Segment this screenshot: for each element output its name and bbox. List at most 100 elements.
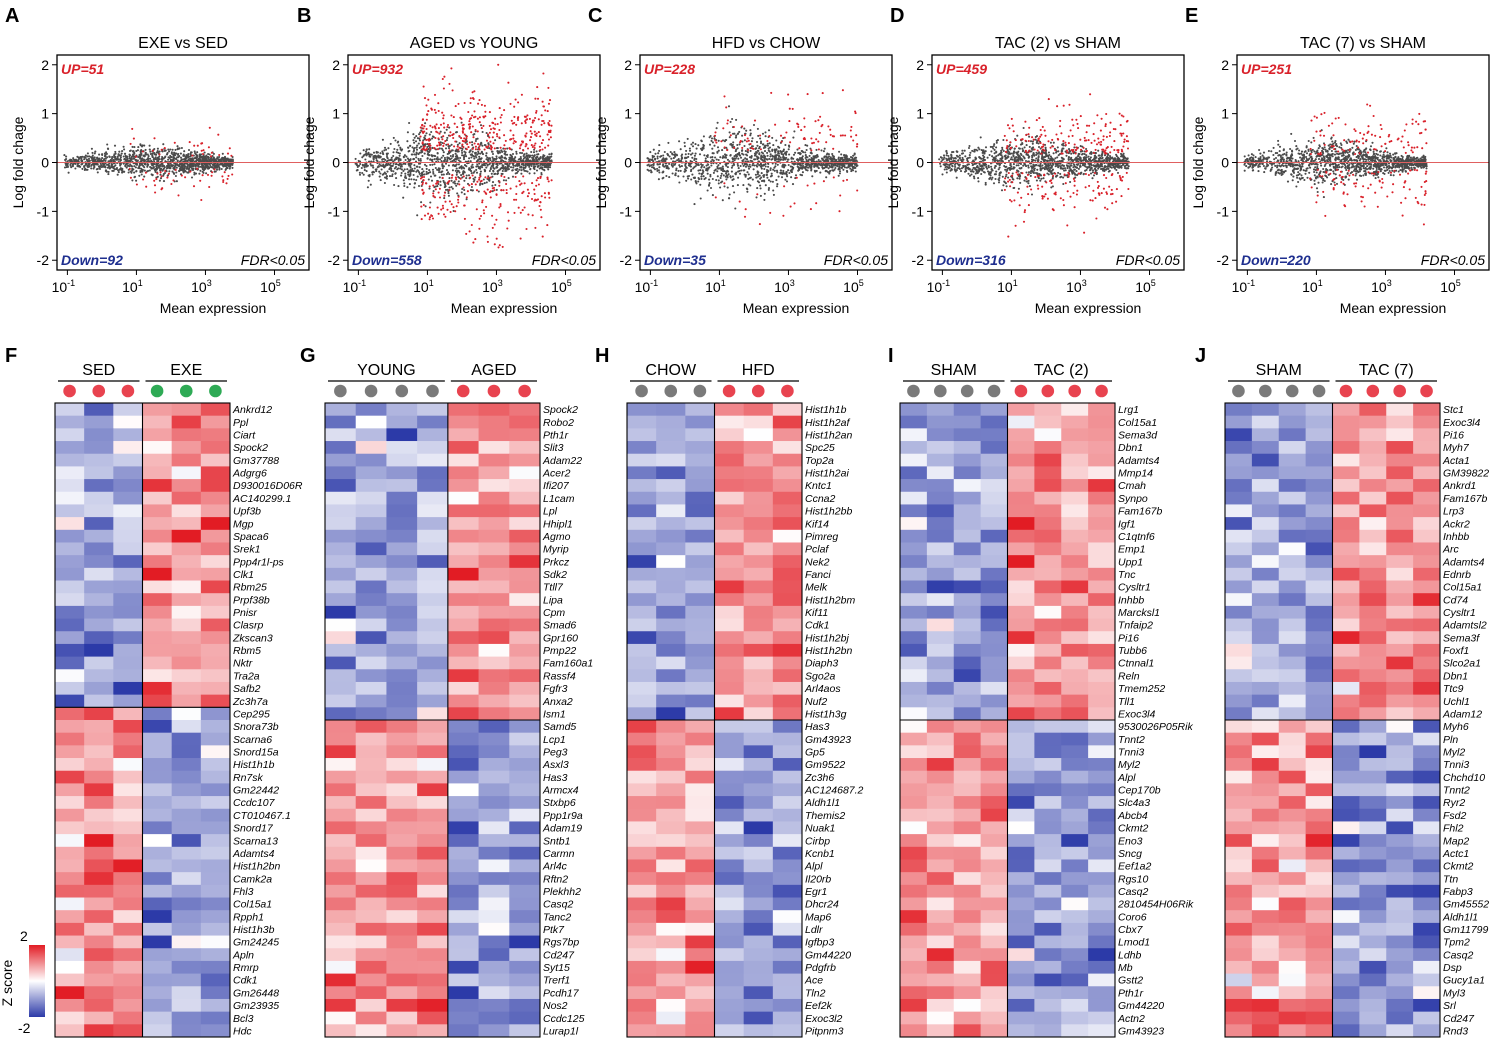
point xyxy=(367,179,370,182)
point xyxy=(678,159,681,162)
point xyxy=(698,153,702,156)
point xyxy=(140,173,143,176)
point-down xyxy=(455,205,458,208)
x-tick-label: 103 xyxy=(191,278,212,295)
point xyxy=(532,165,536,169)
point xyxy=(190,151,193,154)
point xyxy=(745,129,748,132)
point xyxy=(825,155,828,158)
point xyxy=(690,143,693,146)
point xyxy=(455,184,458,187)
point xyxy=(846,159,849,162)
point-up xyxy=(829,128,832,131)
point xyxy=(837,174,840,177)
point xyxy=(452,163,455,166)
point xyxy=(205,163,208,166)
point-up xyxy=(480,127,483,130)
point xyxy=(481,144,484,147)
point-down xyxy=(519,211,522,214)
point-up xyxy=(548,119,551,123)
point xyxy=(509,153,512,156)
point xyxy=(411,153,414,156)
point-up xyxy=(825,141,828,144)
point xyxy=(162,167,165,170)
point-down xyxy=(462,186,465,189)
point xyxy=(63,166,67,169)
point xyxy=(413,167,416,170)
point xyxy=(810,151,813,154)
point xyxy=(680,165,683,168)
point xyxy=(716,167,719,170)
point xyxy=(667,141,670,144)
point xyxy=(526,170,529,173)
point-up xyxy=(747,148,750,152)
point xyxy=(195,158,198,162)
point xyxy=(168,170,171,173)
point-down xyxy=(486,235,489,238)
point-up xyxy=(452,116,455,119)
point xyxy=(541,157,544,161)
point xyxy=(173,151,176,154)
point xyxy=(776,183,779,186)
point-up xyxy=(460,137,463,140)
point xyxy=(749,165,752,168)
point-up xyxy=(469,101,472,105)
x-tick-label: 101 xyxy=(413,278,434,295)
y-axis-label: Log fold chage xyxy=(301,116,317,208)
point xyxy=(756,149,759,152)
panel-label: B xyxy=(297,5,311,27)
point-up xyxy=(541,139,545,142)
point-down xyxy=(782,214,785,217)
point-up xyxy=(524,121,527,124)
point xyxy=(455,131,458,134)
point xyxy=(837,156,840,159)
point xyxy=(501,150,504,153)
point xyxy=(124,152,127,155)
point xyxy=(165,167,169,170)
point xyxy=(713,144,716,147)
point-down xyxy=(842,179,845,182)
point xyxy=(711,147,714,150)
point xyxy=(482,178,485,181)
point xyxy=(378,175,381,178)
point xyxy=(164,149,167,152)
point xyxy=(416,175,419,178)
point-up xyxy=(441,77,444,81)
point xyxy=(490,172,493,175)
point xyxy=(469,160,472,163)
point xyxy=(445,128,448,131)
point xyxy=(782,164,786,168)
point xyxy=(710,137,714,140)
point xyxy=(396,141,399,144)
point xyxy=(492,157,495,161)
point xyxy=(88,165,91,168)
point-up xyxy=(494,123,497,126)
point-down xyxy=(539,175,542,178)
point xyxy=(815,169,818,172)
point xyxy=(363,169,366,172)
point xyxy=(147,155,150,158)
point xyxy=(733,157,736,160)
point xyxy=(502,179,505,182)
point xyxy=(691,145,695,148)
point xyxy=(738,169,741,172)
point-up xyxy=(817,148,820,151)
point-up xyxy=(473,110,476,113)
point-up xyxy=(464,139,467,142)
point xyxy=(675,167,678,170)
point-up xyxy=(461,130,464,133)
point xyxy=(442,151,445,154)
x-tick-label: 101 xyxy=(705,278,726,295)
point xyxy=(108,155,111,159)
point xyxy=(429,163,432,166)
point-down xyxy=(501,245,504,248)
point xyxy=(543,154,546,157)
point xyxy=(170,165,174,168)
point-down xyxy=(463,217,466,220)
point-down xyxy=(822,180,825,183)
point xyxy=(92,167,95,170)
point xyxy=(1066,167,1069,170)
point xyxy=(160,158,163,161)
point xyxy=(758,174,761,177)
point-up xyxy=(458,146,461,149)
